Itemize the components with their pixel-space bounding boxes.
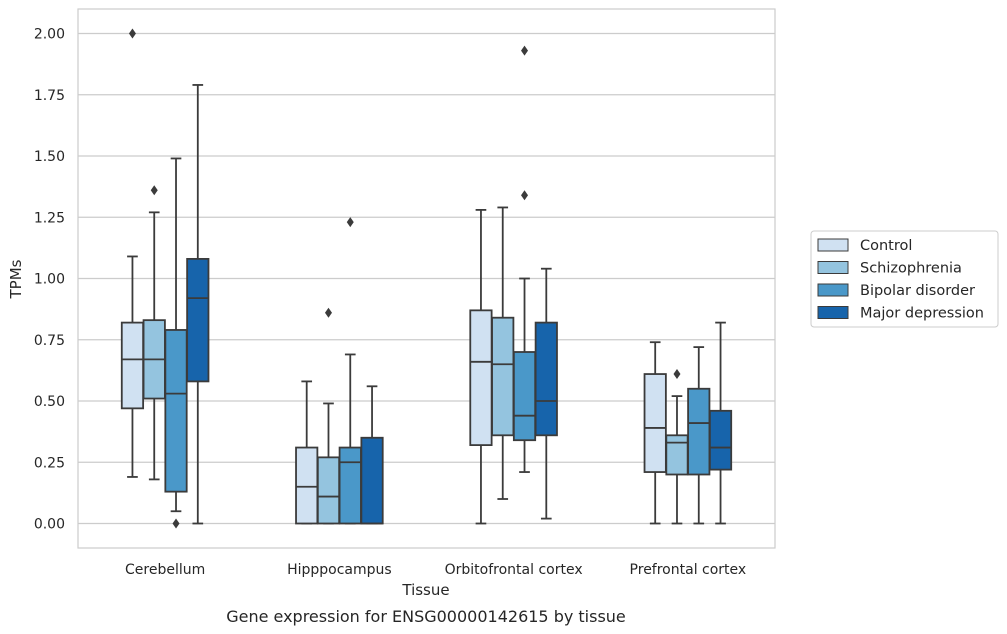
y-tick-label: 0.50 bbox=[34, 394, 65, 410]
box-body bbox=[164, 329, 188, 493]
box-major-depression bbox=[708, 321, 733, 525]
y-tick-label: 0.00 bbox=[34, 517, 65, 533]
box-control bbox=[120, 28, 145, 478]
legend: Control Schizophrenia Bipolar disorder Majo… bbox=[810, 230, 999, 328]
chart-caption: Gene expression for ENSG00000142615 by t… bbox=[226, 607, 626, 626]
box-control bbox=[295, 380, 319, 525]
box-body bbox=[665, 434, 689, 476]
legend-swatch bbox=[817, 283, 849, 297]
outlier-point bbox=[673, 369, 681, 380]
box-body bbox=[120, 321, 145, 410]
box-body bbox=[360, 436, 384, 525]
box-control bbox=[643, 341, 667, 525]
x-tick-label: Orbitofrontal cortex bbox=[445, 562, 583, 578]
legend-label: Control bbox=[860, 238, 912, 254]
box-body bbox=[708, 409, 733, 471]
box-body bbox=[295, 446, 319, 525]
box-plot-series bbox=[120, 28, 733, 529]
box-schizophrenia bbox=[142, 185, 166, 481]
box-major-depression bbox=[186, 84, 210, 525]
box-body bbox=[338, 446, 362, 525]
box-body bbox=[687, 387, 711, 476]
legend-label: Schizophrenia bbox=[860, 261, 962, 277]
outlier-point bbox=[521, 190, 529, 201]
y-axis-ticks: 0.00 0.25 0.50 0.75 1.00 1.25 1.50 1.75 2.00 bbox=[34, 27, 65, 533]
y-tick-label: 0.75 bbox=[34, 333, 65, 349]
plot-frame bbox=[77, 8, 776, 549]
x-axis-ticks: Cerebellum Hipppocampus Orbitofrontal cort… bbox=[125, 562, 746, 578]
x-tick-label: Cerebellum bbox=[125, 562, 205, 578]
box-bipolar-disorder bbox=[512, 45, 537, 473]
y-tick-label: 1.00 bbox=[34, 272, 65, 288]
legend-swatch bbox=[817, 238, 849, 252]
box-body bbox=[491, 316, 515, 437]
box-bipolar-disorder bbox=[338, 217, 362, 525]
box-major-depression bbox=[534, 267, 558, 520]
x-tick-label: Prefrontal cortex bbox=[630, 562, 747, 578]
box-schizophrenia bbox=[491, 206, 515, 500]
box-body bbox=[512, 351, 537, 442]
box-major-depression bbox=[360, 385, 384, 525]
outlier-point bbox=[172, 518, 180, 529]
box-bipolar-disorder bbox=[164, 157, 188, 529]
y-tick-label: 2.00 bbox=[34, 27, 65, 43]
x-tick-label: Hipppocampus bbox=[287, 562, 392, 578]
legend-label: Bipolar disorder bbox=[860, 283, 975, 299]
x-axis-label: Tissue bbox=[401, 581, 449, 599]
box-schizophrenia bbox=[665, 369, 689, 525]
outlier-point bbox=[521, 45, 529, 56]
outlier-point bbox=[324, 307, 332, 318]
legend-swatch bbox=[817, 261, 849, 274]
box-body bbox=[534, 321, 558, 437]
y-tick-label: 1.25 bbox=[34, 210, 65, 226]
y-axis-label: TPMs bbox=[7, 259, 25, 299]
outlier-point bbox=[150, 185, 158, 196]
outlier-point bbox=[346, 217, 354, 228]
box-body bbox=[186, 257, 210, 383]
box-bipolar-disorder bbox=[687, 346, 711, 525]
box-control bbox=[469, 208, 493, 525]
legend-swatch bbox=[817, 306, 849, 319]
y-tick-label: 1.50 bbox=[34, 149, 65, 165]
legend-frame bbox=[810, 230, 999, 328]
y-tick-label: 1.75 bbox=[34, 88, 65, 104]
legend-label: Major depression bbox=[860, 306, 984, 322]
y-tick-label: 0.25 bbox=[34, 455, 65, 471]
box-body bbox=[469, 309, 493, 447]
box-body bbox=[643, 373, 667, 473]
box-body bbox=[316, 456, 341, 525]
outlier-point bbox=[128, 28, 136, 39]
